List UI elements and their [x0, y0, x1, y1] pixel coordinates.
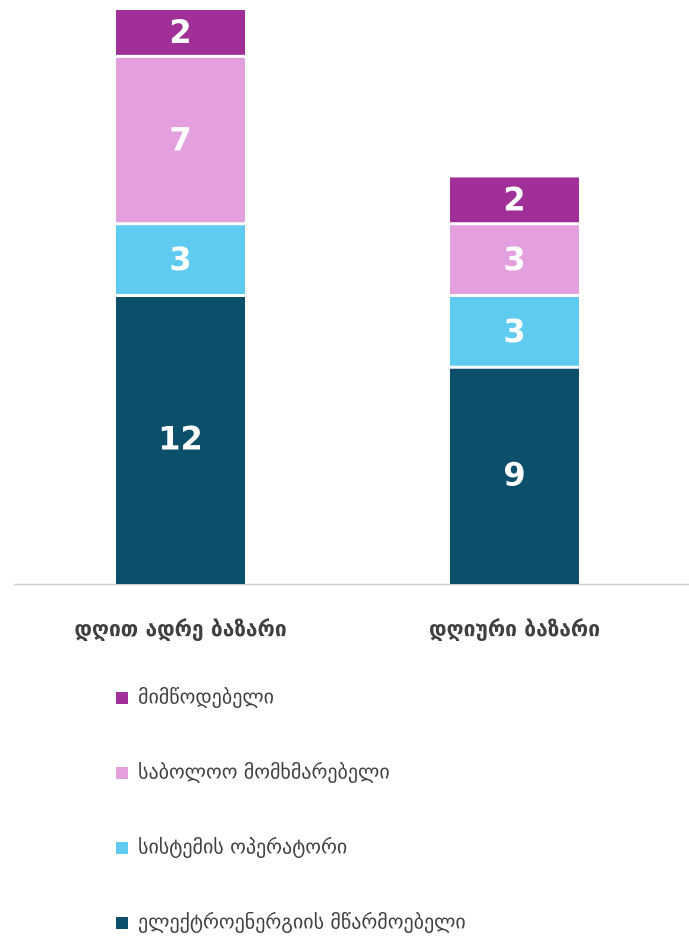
- bar-segment: [450, 297, 579, 366]
- data-label: 9: [503, 455, 525, 493]
- legend-swatch: [116, 692, 128, 704]
- bar-segment: [450, 225, 579, 294]
- legend-swatch: [116, 917, 128, 929]
- data-label: 7: [169, 121, 191, 159]
- data-label: 2: [169, 13, 191, 51]
- legend-label: ელექტროენერგიის მწარმოებელი: [138, 910, 466, 934]
- bar-segment: [116, 10, 245, 55]
- x-tick-label: დღიური ბაზარი: [429, 617, 600, 641]
- legend-label: სისტემის ოპერატორი: [138, 835, 347, 859]
- bar-segment: [116, 297, 245, 584]
- data-label: 2: [503, 180, 525, 218]
- legend-swatch: [116, 767, 128, 779]
- data-label: 3: [503, 312, 525, 350]
- data-label: 3: [169, 240, 191, 278]
- x-tick-label: დღით ადრე ბაზარი: [74, 617, 286, 641]
- data-label: 12: [158, 420, 203, 458]
- bar-segment: [116, 225, 245, 294]
- legend-swatch: [116, 842, 128, 854]
- bar-segment: [116, 57, 245, 223]
- bar-segment: [450, 368, 579, 584]
- data-label: 3: [503, 240, 525, 278]
- legend-label: მიმწოდებელი: [138, 685, 274, 709]
- bar-segment: [450, 177, 579, 223]
- legend-label: საბოლოო მომხმარებელი: [138, 760, 390, 784]
